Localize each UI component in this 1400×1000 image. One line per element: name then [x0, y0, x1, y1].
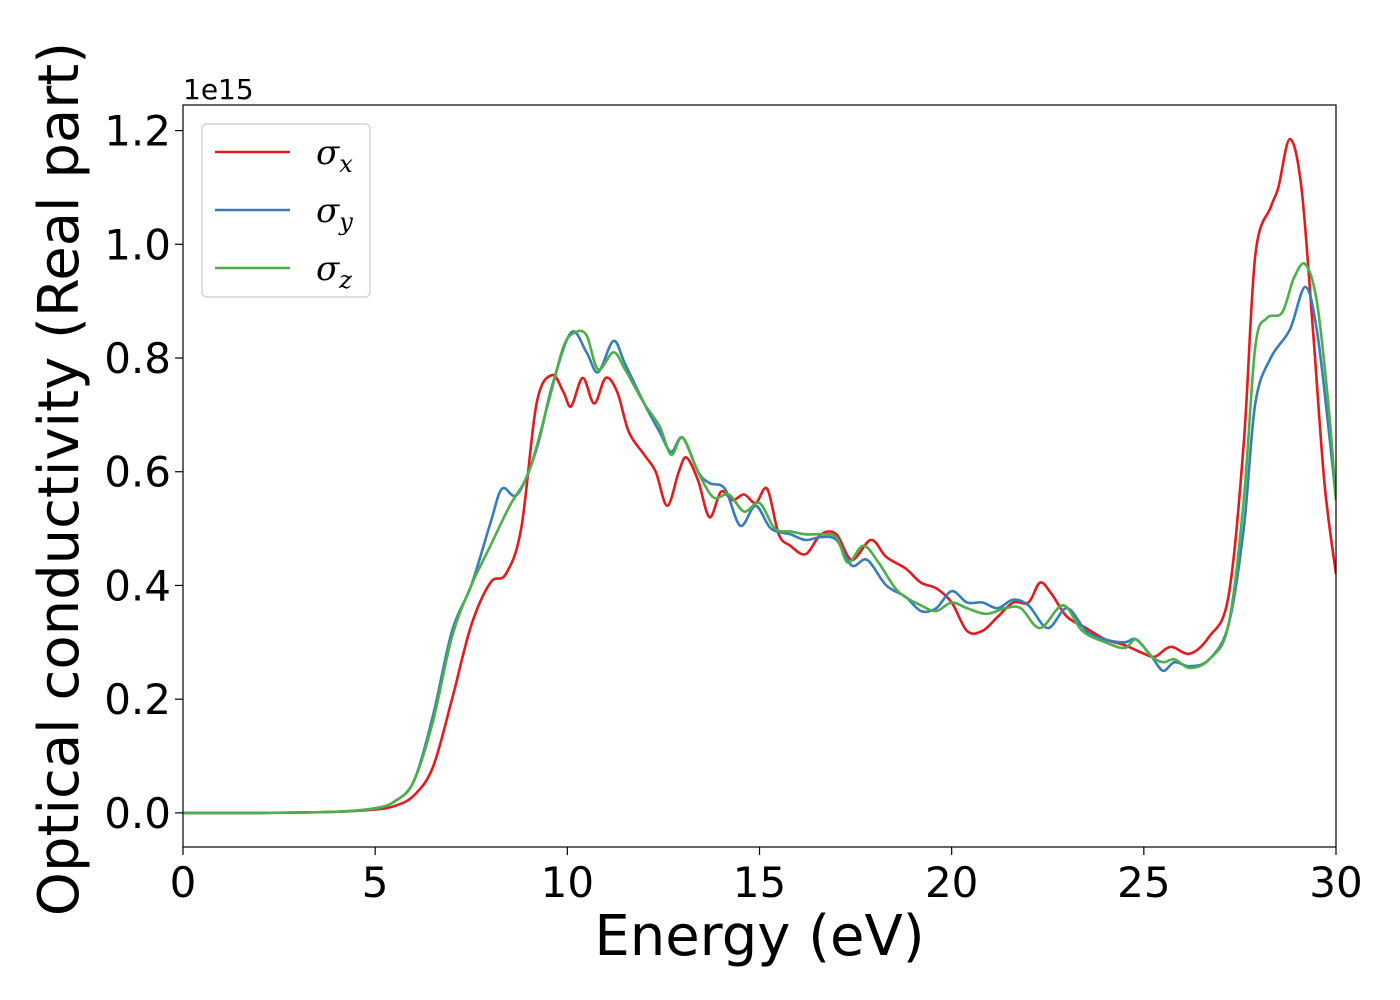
- x-tick-label: 0: [170, 858, 197, 907]
- series-layer: [183, 137, 1336, 815]
- series-line-sigma-z: [183, 262, 1336, 815]
- y-tick-label: 1.2: [104, 107, 171, 156]
- x-tick-label: 20: [925, 858, 978, 907]
- y-tick-label: 0.6: [104, 448, 171, 497]
- y-tick-label: 0.2: [104, 675, 171, 724]
- y-tick-label: 0.0: [104, 789, 171, 838]
- y-tick-label: 1.0: [104, 220, 171, 269]
- series-line-sigma-y: [183, 285, 1336, 815]
- x-axis-title: Energy (eV): [594, 904, 924, 969]
- x-tick-label: 10: [541, 858, 594, 907]
- y-tick-label: 0.4: [104, 561, 171, 610]
- x-tick-label: 5: [362, 858, 389, 907]
- x-tick-label: 30: [1309, 858, 1362, 907]
- y-axis-title: Optical conductivity (Real part): [27, 42, 92, 916]
- x-tick-label: 15: [733, 858, 786, 907]
- y-axis-offset-label: 1e15: [183, 73, 254, 106]
- axis-ticks: 0 5 10 15 20 25 30 0.0 0.2 0.4 0.6 0.8 1.0 1.2: [104, 107, 1363, 907]
- x-tick-label: 25: [1117, 858, 1170, 907]
- y-tick-label: 0.8: [104, 334, 171, 383]
